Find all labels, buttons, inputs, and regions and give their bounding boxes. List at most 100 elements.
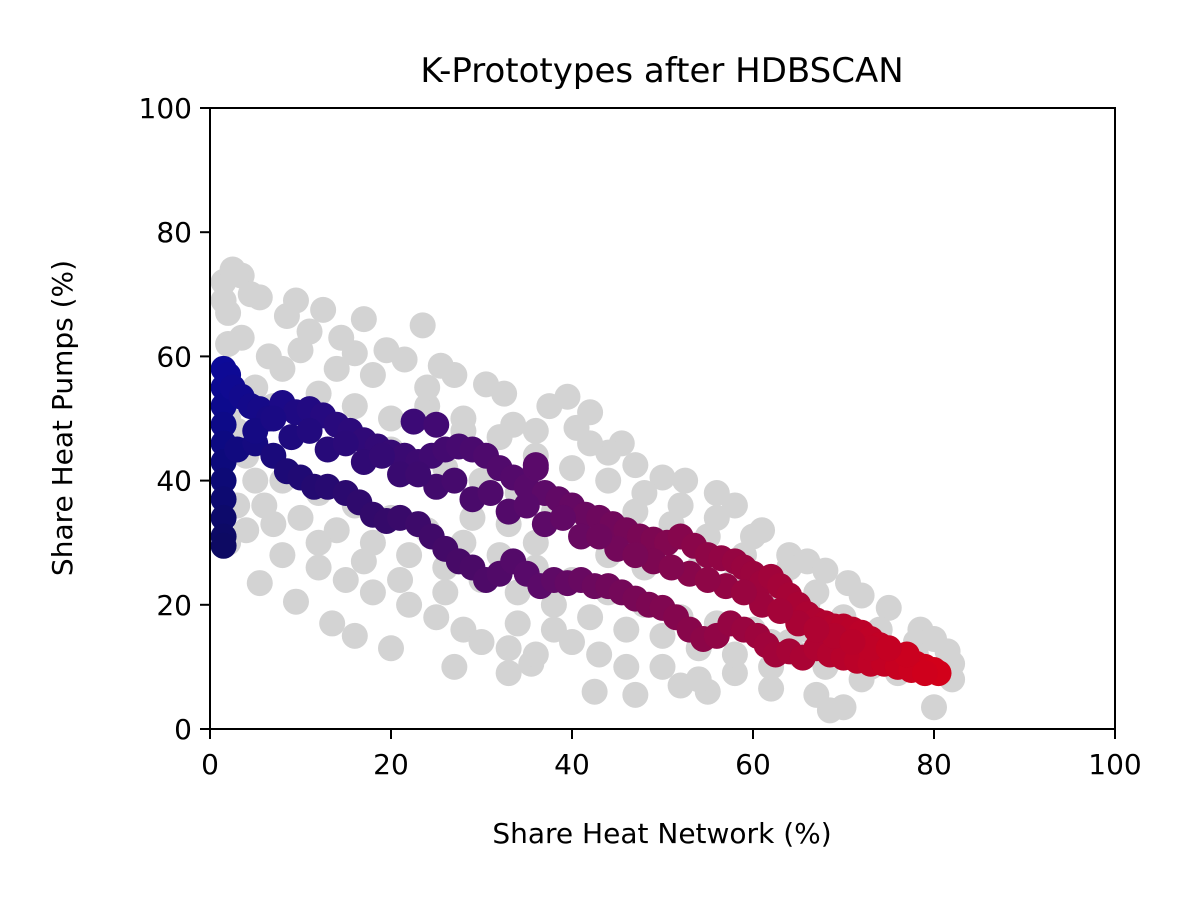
noise-point bbox=[486, 424, 513, 451]
y-tick-label: 20 bbox=[156, 589, 192, 622]
noise-point bbox=[921, 694, 947, 721]
x-tick-label: 0 bbox=[201, 748, 219, 781]
cluster-point bbox=[210, 486, 237, 513]
noise-point bbox=[540, 616, 567, 643]
cluster-point bbox=[368, 442, 395, 469]
y-axis: 0 20 40 60 80 100 bbox=[139, 92, 210, 746]
noise-point bbox=[672, 467, 699, 494]
noise-point bbox=[269, 542, 296, 569]
cluster-point bbox=[549, 504, 576, 531]
cluster-point bbox=[423, 411, 450, 438]
y-axis-label: Share Heat Pumps (%) bbox=[46, 260, 79, 576]
noise-point bbox=[246, 284, 273, 311]
cluster-point bbox=[767, 598, 794, 625]
cluster-point bbox=[839, 629, 866, 656]
noise-point bbox=[242, 467, 269, 494]
noise-point bbox=[685, 666, 712, 693]
noise-point bbox=[875, 594, 902, 621]
x-tick-label: 100 bbox=[1088, 748, 1141, 781]
noise-point bbox=[613, 653, 640, 680]
noise-point bbox=[450, 616, 477, 643]
noise-point bbox=[233, 517, 260, 544]
noise-point bbox=[396, 591, 423, 618]
cluster-point bbox=[260, 405, 287, 432]
y-tick-label: 60 bbox=[156, 340, 192, 373]
noise-point bbox=[595, 467, 622, 494]
noise-point bbox=[332, 566, 359, 593]
y-tick-label: 0 bbox=[174, 713, 192, 746]
cluster-point bbox=[522, 452, 549, 479]
noise-point bbox=[721, 492, 748, 519]
noise-point bbox=[559, 455, 585, 482]
noise-point bbox=[359, 579, 386, 606]
noise-point bbox=[613, 616, 640, 643]
cluster-point bbox=[296, 417, 323, 444]
cluster-point bbox=[911, 660, 938, 687]
noise-point bbox=[522, 641, 549, 668]
noise-point bbox=[581, 678, 608, 705]
noise-point bbox=[409, 312, 436, 339]
noise-point bbox=[540, 591, 567, 618]
y-tick-label: 100 bbox=[139, 92, 192, 125]
noise-point bbox=[441, 653, 468, 680]
cluster-point bbox=[405, 461, 432, 488]
cluster-points bbox=[210, 355, 952, 687]
noise-point bbox=[622, 452, 649, 479]
noise-point bbox=[812, 557, 839, 584]
noise-point bbox=[310, 296, 337, 323]
cluster-point bbox=[210, 467, 237, 494]
cluster-point bbox=[875, 635, 902, 662]
noise-point bbox=[504, 610, 531, 637]
noise-point bbox=[536, 393, 563, 420]
noise-point bbox=[287, 337, 314, 364]
plot-area bbox=[209, 107, 1116, 730]
x-tick-label: 80 bbox=[916, 748, 952, 781]
noise-point bbox=[495, 660, 522, 687]
noise-point bbox=[803, 579, 830, 606]
noise-point bbox=[323, 355, 350, 382]
cluster-point bbox=[694, 566, 721, 593]
noise-point bbox=[387, 566, 414, 593]
noise-point bbox=[215, 299, 242, 326]
x-tick-label: 40 bbox=[554, 748, 590, 781]
cluster-point bbox=[568, 523, 595, 550]
cluster-point bbox=[441, 467, 468, 494]
noise-point bbox=[341, 393, 368, 420]
noise-point bbox=[260, 511, 287, 538]
noise-point bbox=[414, 374, 441, 401]
noise-point bbox=[495, 635, 522, 662]
noise-point bbox=[491, 380, 518, 407]
noise-point bbox=[559, 629, 585, 656]
noise-point bbox=[586, 641, 613, 668]
noise-point bbox=[341, 340, 368, 367]
noise-point bbox=[721, 660, 748, 687]
cluster-point bbox=[513, 492, 540, 519]
noise-point bbox=[319, 610, 346, 637]
x-axis: 0 20 40 60 80 100 bbox=[201, 729, 1142, 781]
noise-point bbox=[432, 579, 459, 606]
cluster-point bbox=[210, 411, 237, 438]
noise-point bbox=[848, 582, 875, 609]
noise-point bbox=[228, 324, 255, 351]
x-tick-label: 20 bbox=[373, 748, 409, 781]
noise-point bbox=[803, 681, 830, 708]
noise-point bbox=[287, 504, 314, 531]
cluster-point bbox=[658, 554, 685, 581]
noise-point bbox=[350, 306, 377, 333]
plot-frame bbox=[209, 107, 1116, 730]
cluster-point bbox=[730, 579, 757, 606]
noise-point bbox=[522, 417, 549, 444]
x-axis-label: Share Heat Network (%) bbox=[492, 817, 831, 850]
noise-point bbox=[622, 681, 649, 708]
cluster-point bbox=[387, 461, 414, 488]
noise-point bbox=[721, 641, 748, 668]
noise-point bbox=[269, 355, 296, 382]
noise-point bbox=[577, 604, 604, 631]
cluster-point bbox=[803, 616, 830, 643]
cluster-point bbox=[622, 542, 649, 569]
cluster-point bbox=[477, 480, 504, 507]
noise-point bbox=[341, 622, 368, 649]
noise-point bbox=[468, 629, 495, 656]
x-tick-label: 60 bbox=[735, 748, 771, 781]
